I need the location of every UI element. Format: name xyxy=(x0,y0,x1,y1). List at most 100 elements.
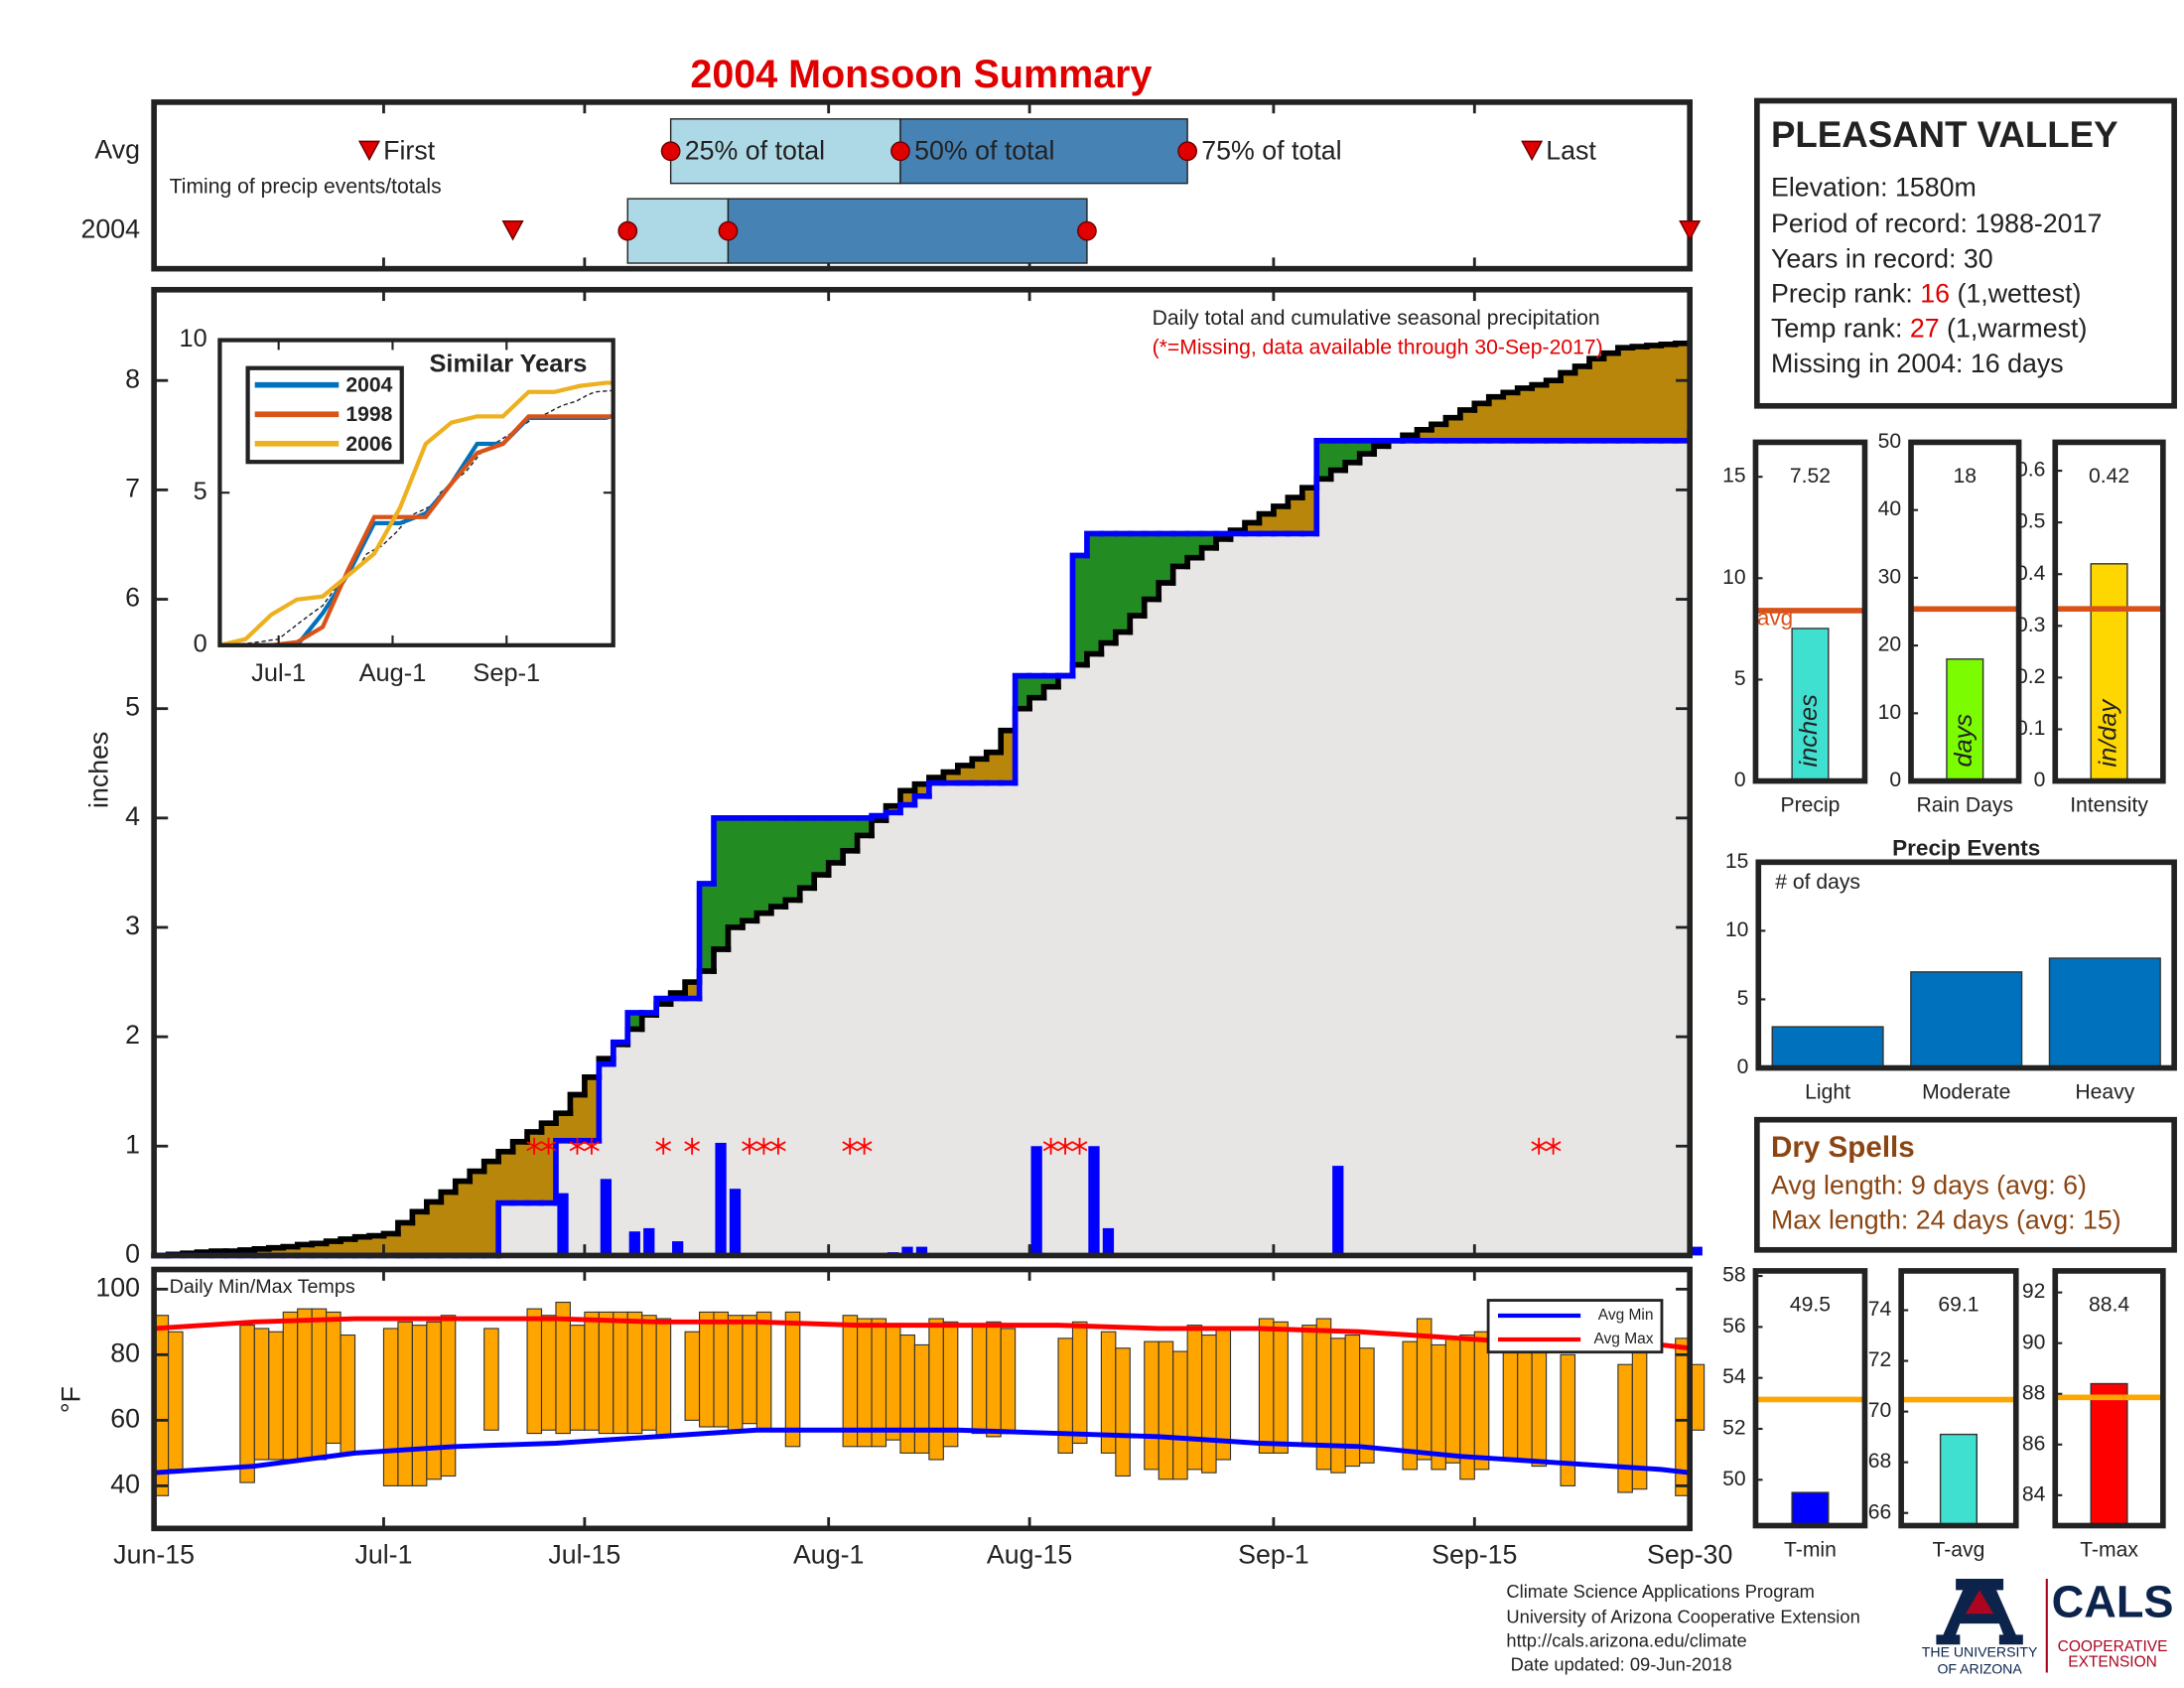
y-tick-label: 5 xyxy=(194,478,207,505)
base-area xyxy=(857,835,873,1256)
temp-range-bar xyxy=(942,1321,959,1448)
base-area xyxy=(1603,440,1619,1256)
avg-label: avg xyxy=(1757,605,1793,630)
base-area xyxy=(785,900,801,1256)
bar xyxy=(2090,1382,2128,1527)
temp-range-bar xyxy=(655,1318,672,1438)
above-area xyxy=(1201,533,1217,548)
below-area xyxy=(527,1131,543,1203)
base-area xyxy=(1445,440,1461,1256)
avg-cumulative-step xyxy=(1169,563,1190,586)
daily-bar xyxy=(1088,1146,1100,1256)
avg-cumulative-step xyxy=(265,1244,287,1252)
marker-label: 75% of total xyxy=(1201,136,1341,166)
avg-cumulative-step xyxy=(911,780,932,794)
above-area xyxy=(1086,533,1102,654)
y-tick-label: 10 xyxy=(1878,701,1902,724)
below-area xyxy=(483,1161,499,1256)
above-area xyxy=(770,817,786,908)
avg-cumulative-step xyxy=(1084,650,1105,668)
below-area xyxy=(899,790,915,805)
y-tick-label: 58 xyxy=(1722,1264,1746,1287)
category-label: Rain Days xyxy=(1917,794,2013,817)
below-area xyxy=(1532,384,1548,441)
base-area xyxy=(1244,533,1260,1256)
base-area xyxy=(1216,538,1232,1256)
avg-cumulative-step xyxy=(1198,544,1219,561)
temp-range-bar xyxy=(440,1315,457,1477)
below-area xyxy=(1503,392,1519,441)
temp-range-bar xyxy=(842,1315,859,1448)
ua-logo: THE UNIVERSITY OF ARIZONA CALS COOPERATI… xyxy=(1922,1577,2174,1677)
x-tick-label: Jun-15 xyxy=(113,1540,195,1570)
avg-cumulative-step xyxy=(452,1178,474,1196)
avg-cumulative-step xyxy=(1558,369,1578,384)
temp-range-bar xyxy=(1330,1337,1346,1474)
category-label: T-min xyxy=(1784,1538,1837,1561)
missing-marker xyxy=(770,1137,786,1155)
base-area xyxy=(1617,440,1633,1256)
y-tick-label: 10 xyxy=(1725,918,1749,941)
panel-annotation: # of days xyxy=(1775,871,1860,894)
below-area xyxy=(1574,365,1590,441)
daily-bar xyxy=(643,1227,655,1256)
legend-label: 1998 xyxy=(345,403,392,426)
y-tick-label: 15 xyxy=(1722,465,1746,488)
y-tick-label: 0 xyxy=(194,631,207,658)
timing-triangle xyxy=(1521,140,1544,162)
footer-line: http://cals.arizona.edu/climate xyxy=(1506,1629,1746,1650)
plot-title: Daily Min/Max Temps xyxy=(170,1276,355,1298)
legend-label: 2006 xyxy=(345,433,392,456)
below-area xyxy=(555,1113,571,1141)
temp-range-bar xyxy=(584,1311,600,1431)
above-area xyxy=(756,817,772,914)
temp-range-bar xyxy=(971,1325,988,1435)
temp-range-bar xyxy=(297,1308,313,1461)
year-cumulative-step xyxy=(1084,530,1105,559)
avg-cumulative-step xyxy=(1457,407,1478,421)
plot-frame xyxy=(151,286,1693,1259)
station-years: Years in record: 30 xyxy=(1771,243,1993,273)
base-area xyxy=(756,913,772,1256)
avg-cumulative-step xyxy=(897,787,918,809)
y-tick-label: 86 xyxy=(2022,1432,2046,1455)
x-tick-label: Moderate xyxy=(1922,1080,2010,1103)
above-area xyxy=(857,817,873,836)
below-area xyxy=(1632,347,1648,441)
avg-cumulative-step xyxy=(1529,381,1550,391)
x-tick-label: Sep-30 xyxy=(1647,1540,1732,1570)
avg-cumulative-step xyxy=(796,885,818,904)
avg-cumulative-step xyxy=(1098,639,1119,657)
y-tick-label: 15 xyxy=(1725,850,1749,873)
avg-cumulative-step xyxy=(409,1208,430,1226)
temp-range-bar xyxy=(168,1331,184,1471)
value-label: 69.1 xyxy=(1938,1294,1979,1317)
base-area xyxy=(1159,582,1174,1256)
y-tick-label: 0 xyxy=(1734,769,1746,791)
bar-label: days xyxy=(1950,714,1978,768)
base-area xyxy=(1488,440,1504,1256)
below-area xyxy=(369,1235,385,1256)
base-area xyxy=(1015,708,1030,1256)
station-missing: Missing in 2004: 16 days xyxy=(1771,349,2064,378)
base-area xyxy=(1431,440,1446,1256)
temp-range-bar xyxy=(382,1328,399,1486)
x-tick-label: Jul-15 xyxy=(548,1540,620,1570)
above-area xyxy=(828,817,844,863)
legend-label: Avg Min xyxy=(1598,1307,1654,1324)
base-area xyxy=(570,1140,586,1256)
temp-range-bar xyxy=(411,1325,428,1486)
plot-frame xyxy=(151,1266,1693,1532)
timing-marker xyxy=(718,220,739,241)
avg-cumulative-step xyxy=(467,1168,487,1185)
y-tick-label: 90 xyxy=(2022,1331,2046,1353)
below-area xyxy=(268,1247,284,1256)
missing-marker xyxy=(1042,1137,1059,1155)
base-area xyxy=(972,782,988,1256)
avg-cumulative-step xyxy=(1298,485,1320,500)
avg-cumulative-step xyxy=(424,1198,445,1215)
avg-cumulative-step xyxy=(380,1230,401,1239)
base-area xyxy=(641,1015,657,1256)
above-area xyxy=(1144,533,1160,600)
x-tick-label: Aug-1 xyxy=(359,659,427,687)
